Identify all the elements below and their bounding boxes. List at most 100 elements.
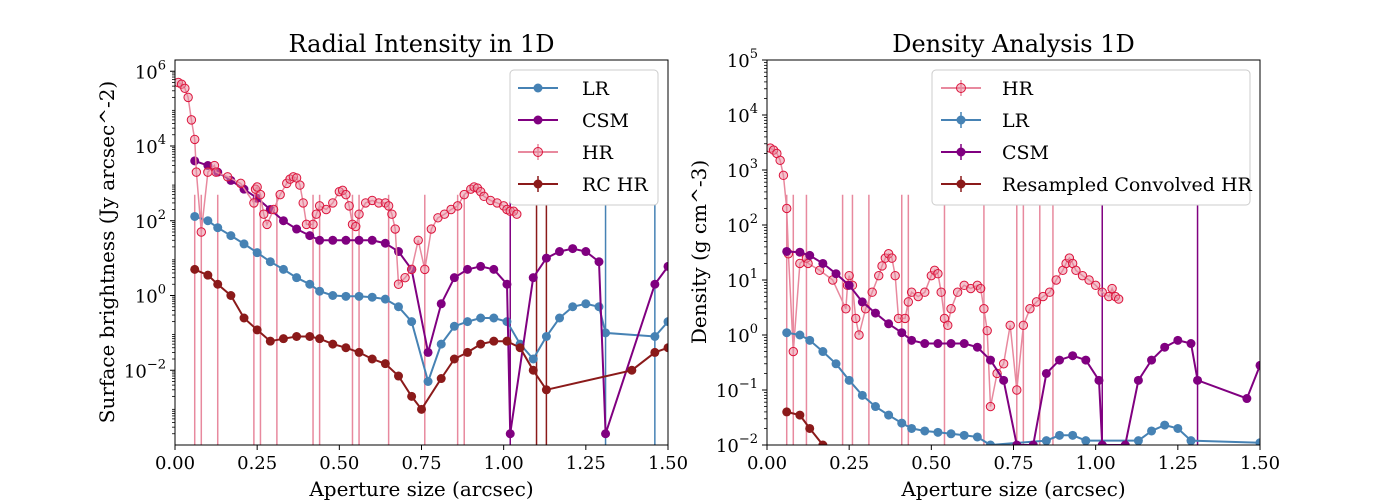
data-point xyxy=(1044,287,1055,297)
data-point xyxy=(512,209,522,219)
data-point xyxy=(417,404,426,414)
data-point xyxy=(476,261,486,271)
data-point xyxy=(581,299,591,309)
data-point xyxy=(1041,368,1051,378)
data-point xyxy=(452,201,463,211)
data-point xyxy=(933,269,943,279)
data-point xyxy=(528,354,538,364)
data-point xyxy=(236,178,246,189)
data-point xyxy=(975,283,986,294)
data-point xyxy=(449,321,459,331)
x-axis-label: Aperture size (arcsec) xyxy=(900,477,1125,500)
data-point xyxy=(1055,355,1065,365)
data-point xyxy=(979,304,989,314)
data-point xyxy=(1133,436,1143,445)
data-point xyxy=(841,304,851,314)
data-point xyxy=(380,294,390,304)
data-point xyxy=(627,365,637,375)
data-point xyxy=(1055,430,1065,440)
legend-label: Resampled Convolved HR xyxy=(1002,174,1253,196)
data-point xyxy=(844,280,854,290)
data-point xyxy=(439,209,450,219)
data-point xyxy=(292,331,302,341)
data-point xyxy=(844,270,854,281)
data-point xyxy=(505,429,515,439)
data-point xyxy=(1090,280,1101,291)
y-axis-label: Density (g cm^-3) xyxy=(687,160,711,344)
data-point xyxy=(1005,320,1015,331)
data-point xyxy=(1147,355,1157,365)
data-point xyxy=(502,279,512,289)
data-point xyxy=(541,331,551,341)
data-point xyxy=(663,317,668,327)
data-point xyxy=(1081,355,1091,365)
data-point xyxy=(1242,394,1252,404)
data-point xyxy=(870,402,880,412)
x-tick-label: 0.25 xyxy=(237,453,277,474)
x-tick-label: 1.25 xyxy=(566,453,606,474)
data-point xyxy=(581,247,591,257)
data-point xyxy=(795,330,805,340)
data-point xyxy=(328,235,338,245)
data-point xyxy=(183,92,193,103)
data-point xyxy=(568,244,578,254)
data-point xyxy=(278,216,288,226)
legend-entry-lr: LR xyxy=(518,78,610,100)
y-tick-label: 102 xyxy=(727,212,758,237)
data-point xyxy=(933,339,943,349)
x-tick-label: 0.50 xyxy=(911,453,951,474)
data-point xyxy=(1077,270,1088,281)
data-point xyxy=(1018,320,1029,331)
data-point xyxy=(423,377,433,387)
data-point xyxy=(650,331,660,341)
data-point xyxy=(390,224,400,234)
data-point xyxy=(1160,420,1170,430)
y-tick-label: 106 xyxy=(135,58,166,83)
legend-label: LR xyxy=(1002,110,1030,132)
y-tick-label: 100 xyxy=(135,283,166,308)
data-point xyxy=(854,330,864,340)
series-lr xyxy=(782,328,1260,445)
legend-box xyxy=(931,69,1251,206)
data-point xyxy=(351,221,361,232)
data-point xyxy=(262,219,272,230)
data-point xyxy=(594,302,604,312)
data-point xyxy=(341,235,351,245)
data-point xyxy=(1097,287,1107,297)
data-point xyxy=(328,339,338,349)
data-point xyxy=(959,339,969,349)
x-axis-label: Aperture size (arcsec) xyxy=(308,477,533,500)
data-point xyxy=(278,334,288,344)
x-tick-label: 1.00 xyxy=(484,453,524,474)
data-point xyxy=(555,313,565,323)
data-point xyxy=(308,219,318,230)
data-point xyxy=(328,198,338,208)
data-point xyxy=(393,247,403,257)
data-point xyxy=(380,359,390,369)
x-tick-label: 0.50 xyxy=(319,453,359,474)
data-point xyxy=(541,385,551,395)
data-point xyxy=(1186,339,1196,349)
data-point xyxy=(180,83,190,93)
legend-box xyxy=(509,69,659,206)
y-tick-label: 101 xyxy=(727,267,758,292)
data-point xyxy=(265,336,275,346)
data-point xyxy=(1068,430,1078,440)
data-point xyxy=(1051,275,1061,285)
data-point xyxy=(459,189,469,200)
x-tick-label: 1.25 xyxy=(1158,453,1198,474)
data-point xyxy=(900,313,910,324)
data-point xyxy=(252,325,262,335)
data-point xyxy=(226,231,236,241)
data-point xyxy=(818,440,828,445)
data-point xyxy=(650,279,660,289)
data-point xyxy=(393,279,404,289)
data-point xyxy=(903,297,914,307)
data-point xyxy=(354,209,364,219)
y-tick-label: 102 xyxy=(135,208,166,233)
data-point xyxy=(328,291,338,301)
data-point xyxy=(249,198,259,208)
data-point xyxy=(354,347,364,357)
data-point xyxy=(222,172,233,182)
